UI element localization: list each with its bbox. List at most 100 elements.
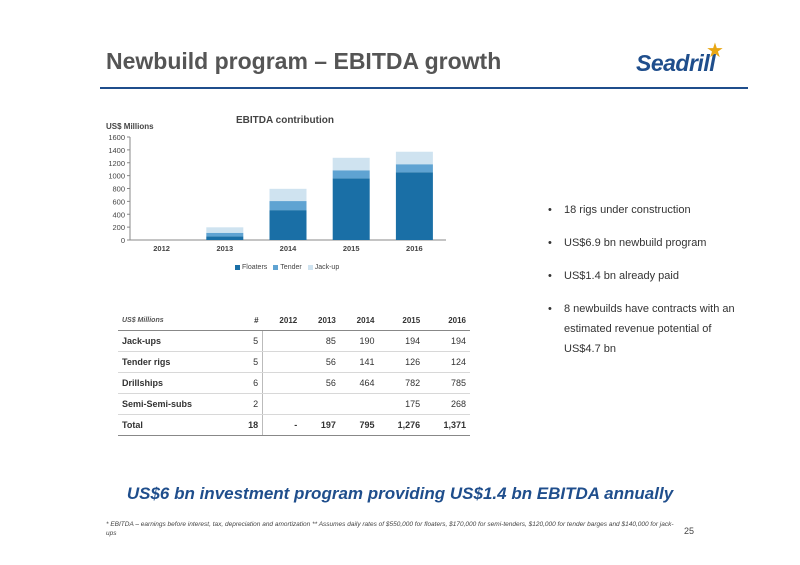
bar-jackup-2015	[332, 157, 370, 171]
table-row: Tender rigs 5 56 141 126 124	[118, 351, 470, 373]
table-cell: 56	[301, 351, 340, 373]
x-tick-label: 2015	[343, 244, 360, 253]
table-cell	[262, 372, 302, 394]
table-cell	[262, 351, 302, 373]
table-cell	[262, 330, 302, 352]
y-tick-label: 400	[112, 210, 125, 219]
bar-floaters-2016	[395, 172, 433, 240]
star-icon: ★	[706, 40, 724, 62]
table-cell: 18	[234, 414, 264, 436]
tagline: US$6 bn investment program providing US$…	[126, 484, 674, 503]
table-total-row: Total 18-197 795 1,276 1,371	[118, 414, 470, 436]
table-cell: 795	[339, 414, 379, 436]
bar-jackup-2016	[395, 151, 433, 165]
y-tick-label: 200	[112, 223, 125, 232]
chart-legend: Floaters Tender Jack-up	[235, 264, 339, 271]
table-cell: 56	[301, 372, 340, 394]
table-column-header: 2015	[378, 311, 425, 331]
bar-jackup-2013	[206, 227, 244, 233]
y-tick-label: 0	[121, 236, 125, 245]
bar-tender-2014	[269, 201, 307, 211]
y-tick-label: 1400	[108, 146, 125, 155]
table-column-header: 2013	[301, 311, 340, 331]
bar-tender-2013	[206, 232, 244, 237]
table-cell: 1,371	[424, 414, 470, 436]
y-tick-label: 1600	[108, 133, 125, 142]
bullet-item: • US$6.9 bn newbuild program	[548, 233, 748, 253]
table-cell: 785	[424, 372, 470, 394]
legend-item: Floaters	[235, 264, 267, 271]
bullet-dot-icon: •	[548, 270, 552, 282]
y-tick-label: 1200	[108, 159, 125, 168]
table-row-label: Jack-ups	[118, 330, 235, 352]
table-cell	[262, 393, 302, 415]
table-cell: 190	[339, 330, 379, 352]
bullet-dot-icon: •	[548, 204, 552, 216]
table-row: Jack-ups 5 85 190 194 194	[118, 330, 470, 352]
ebitda-table: US$ Millions #2012 2013 2014 2015 2016 Jack-u…	[118, 311, 470, 436]
table-column-header: #	[234, 311, 263, 331]
legend-swatch	[273, 265, 279, 270]
table-cell	[339, 393, 379, 415]
table-row-label: Tender rigs	[118, 351, 235, 373]
bar-floaters-2014	[269, 210, 307, 240]
legend-item: Jack-up	[307, 264, 340, 271]
table-column-header: 2016	[424, 311, 470, 331]
bar-tender-2016	[395, 164, 433, 173]
table-row-label: Drillships	[118, 372, 235, 394]
table-cell: 194	[424, 330, 470, 352]
bullet-list: • 18 rigs under construction • US$6.9 bn ne…	[548, 200, 748, 372]
bullet-dot-icon: •	[548, 237, 552, 249]
table-cell: 5	[234, 351, 264, 373]
bullet-text: 8 newbuilds have contracts with an estim…	[564, 303, 735, 355]
page-number: 25	[684, 526, 695, 536]
table-cell: 126	[378, 351, 425, 373]
table-row: Drillships 6 56 464 782 785	[118, 372, 470, 394]
table-cell: -	[262, 414, 302, 436]
legend-label: Floaters	[242, 264, 268, 271]
table-row-label: Total	[118, 414, 235, 436]
seadrill-logo: Seadrill ★	[636, 40, 746, 84]
bar-tender-2015	[332, 170, 370, 179]
table-cell: 194	[378, 330, 425, 352]
bullet-item: • US$1.4 bn already paid	[548, 266, 748, 286]
x-tick-label: 2016	[406, 244, 423, 253]
bullet-text: 18 rigs under construction	[564, 204, 691, 216]
table-row: Semi-Semi-subs 2 175 268	[118, 393, 470, 415]
table-cell: 85	[301, 330, 340, 352]
bar-floaters-2015	[332, 178, 370, 240]
table-column-header: 2012	[262, 311, 302, 331]
table-cell: 141	[339, 351, 379, 373]
y-axis-label: US$ Millions	[106, 122, 154, 131]
bullet-text: US$1.4 bn already paid	[564, 270, 679, 282]
table-cell	[301, 393, 340, 415]
legend-label: Jack-up	[314, 264, 340, 271]
bullet-item: • 8 newbuilds have contracts with an esti…	[548, 299, 748, 359]
table-column-header: 2014	[339, 311, 379, 331]
x-tick-label: 2012	[153, 244, 170, 253]
bullet-dot-icon: •	[548, 303, 552, 315]
table-row-label: Semi-Semi-subs	[118, 393, 235, 415]
bar-floaters-2013	[206, 236, 244, 240]
table-cell: 175	[378, 393, 425, 415]
table-cell: 1,276	[378, 414, 425, 436]
table-cell: 124	[424, 351, 470, 373]
table-cell: 6	[234, 372, 264, 394]
bullet-item: • 18 rigs under construction	[548, 200, 748, 220]
page-title: Newbuild program – EBITDA growth	[106, 48, 502, 74]
x-tick-label: 2014	[280, 244, 298, 253]
x-tick-label: 2013	[216, 244, 233, 253]
bar-jackup-2014	[269, 188, 307, 202]
table-cell: 782	[378, 372, 425, 394]
table-cell: 5	[234, 330, 264, 352]
y-tick-label: 600	[112, 197, 125, 206]
bullet-text: US$6.9 bn newbuild program	[564, 237, 707, 249]
chart-title: EBITDA contribution	[236, 115, 334, 126]
y-tick-label: 1000	[108, 172, 125, 181]
legend-item: Tender	[273, 264, 302, 271]
table-cell: 2	[234, 393, 264, 415]
legend-swatch	[307, 265, 313, 270]
table-cell: 464	[339, 372, 379, 394]
table-cell: 268	[424, 393, 470, 415]
legend-label: Tender	[280, 264, 302, 271]
